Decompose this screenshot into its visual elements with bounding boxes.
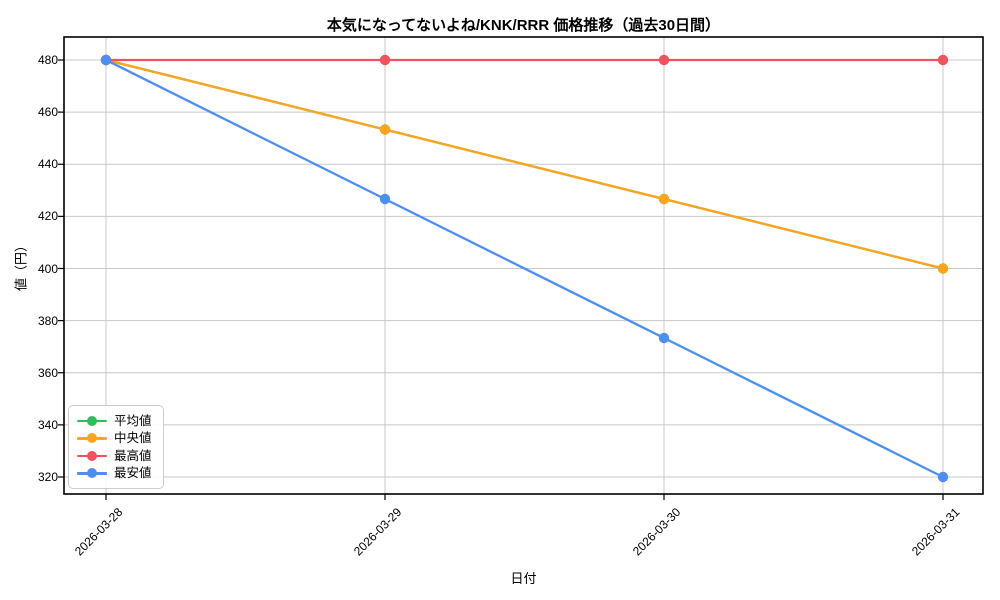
legend-item-max: 最高値 xyxy=(77,447,155,465)
y-tick-label: 360 xyxy=(37,365,58,380)
average-line-swatch xyxy=(77,415,107,427)
min-line-swatch xyxy=(77,467,107,479)
axes-frame xyxy=(63,36,984,495)
series-line-中央値 xyxy=(104,58,945,270)
max-line-swatch xyxy=(77,450,107,462)
series-marker-中央値 xyxy=(379,124,391,135)
series-marker-最高値 xyxy=(937,54,949,66)
legend-label: 平均値 xyxy=(114,413,152,428)
series-line-最安値 xyxy=(104,58,945,479)
median-line-swatch xyxy=(77,432,107,444)
y-tick-label: 340 xyxy=(37,417,58,432)
series-marker-最安値 xyxy=(379,193,391,205)
series-marker-中央値 xyxy=(658,193,670,205)
y-tick-label: 320 xyxy=(37,470,58,484)
legend: 平均値 中央値 最高値 最安値 xyxy=(68,405,164,489)
y-tick-label: 420 xyxy=(37,209,58,224)
series-marker-最安値 xyxy=(100,54,112,66)
series-marker-最高値 xyxy=(658,54,670,66)
chart-title: 本気になってないよね/KNK/RRR 価格推移（過去30日間） xyxy=(326,17,721,34)
legend-label: 中央値 xyxy=(114,431,152,446)
series-marker-最安値 xyxy=(937,471,949,483)
legend-item-min: 最安値 xyxy=(77,465,155,483)
y-tick-label: 440 xyxy=(37,157,58,172)
series-marker-最安値 xyxy=(658,332,670,344)
y-axis-label: 値（円） xyxy=(13,238,29,292)
y-tick-label: 400 xyxy=(37,261,58,276)
x-axis-label: 日付 xyxy=(510,571,537,586)
series-marker-中央値 xyxy=(937,263,949,274)
legend-label: 最安値 xyxy=(114,466,152,481)
y-tick-label: 380 xyxy=(37,313,58,328)
legend-item-median: 中央値 xyxy=(77,430,155,448)
legend-label: 最高値 xyxy=(114,448,152,463)
legend-item-average: 平均値 xyxy=(77,412,155,430)
y-tick-label: 460 xyxy=(37,105,58,120)
series-marker-最高値 xyxy=(379,54,391,66)
y-tick-label: 480 xyxy=(37,53,58,67)
